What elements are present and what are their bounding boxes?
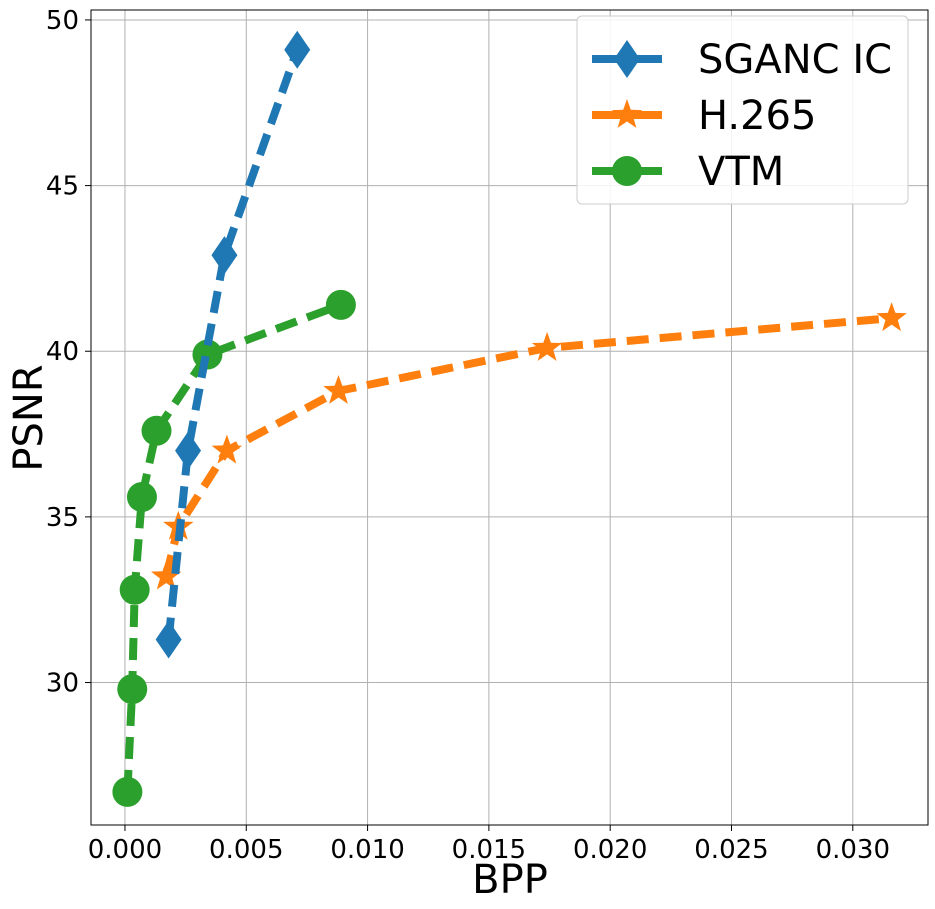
legend-label: H.265 (698, 93, 816, 139)
series-line (123, 301, 343, 793)
data-point-circle (112, 776, 143, 807)
x-tick-label: 0.010 (330, 835, 404, 865)
y-tick-label: 30 (46, 669, 79, 699)
legend-label: VTM (698, 149, 784, 195)
series-0 (155, 30, 311, 659)
x-tick-label: 0.030 (816, 835, 890, 865)
x-axis-ticks: 0.000 0.005 0.010 0.015 0.020 0.025 0.030 (88, 825, 890, 865)
y-tick-label: 50 (46, 6, 79, 36)
data-point-star (151, 560, 182, 590)
x-tick-label: 0.015 (452, 835, 526, 865)
series-1 (151, 302, 907, 590)
x-tick-label: 0.005 (209, 835, 283, 865)
data-point-star (876, 302, 907, 332)
series-line (164, 48, 301, 640)
legend-entry: SGANC IC (592, 37, 892, 83)
data-point-diamond (155, 620, 182, 659)
data-point-diamond (284, 30, 311, 69)
x-tick-label: 0.025 (694, 835, 768, 865)
data-point-circle (192, 339, 223, 370)
data-point-circle (117, 674, 148, 705)
y-tick-label: 40 (46, 337, 79, 367)
data-point-star (211, 434, 243, 464)
x-tick-label: 0.020 (573, 835, 647, 865)
plot-frame (90, 9, 929, 826)
legend-marker-diamond (614, 40, 640, 78)
series-2 (112, 289, 356, 807)
y-tick-label: 45 (46, 172, 79, 202)
y-tick-label: 35 (46, 503, 79, 533)
data-point-circle (126, 482, 157, 513)
data-point-circle (119, 574, 150, 605)
data-point-diamond (211, 236, 238, 275)
y-axis-label: PSNR (6, 364, 52, 471)
data-point-circle (325, 289, 356, 320)
x-axis-label: BPP (472, 857, 548, 903)
series-line (162, 314, 892, 578)
data-point-circle (141, 415, 172, 446)
legend-marker-circle (612, 156, 642, 186)
y-axis-ticks: 30 35 40 45 50 (46, 6, 91, 699)
data-point-star (531, 331, 563, 361)
data-point-diamond (175, 431, 202, 470)
legend-entry: VTM (592, 149, 784, 195)
legend: SGANC IC H.265 VTM (576, 15, 909, 205)
legend-label: SGANC IC (698, 37, 892, 83)
x-tick-label: 0.000 (88, 835, 162, 865)
series-layer (112, 30, 907, 807)
legend-marker-star (611, 99, 643, 128)
data-point-star (323, 375, 354, 404)
legend-entry: H.265 (592, 93, 816, 139)
